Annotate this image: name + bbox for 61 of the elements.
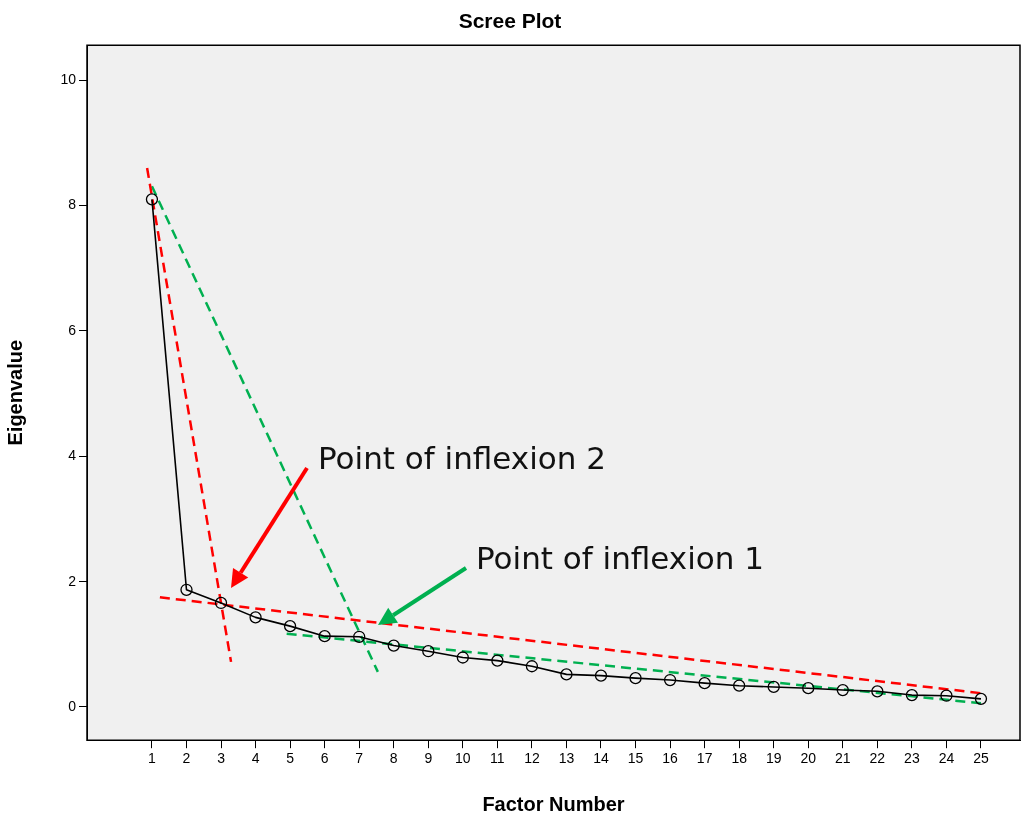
point [836, 683, 849, 697]
y-axis-title: Eigenvalue [3, 339, 26, 446]
x-tick-label: 20 [800, 750, 817, 767]
y-tick-label: 10 [60, 71, 77, 88]
x-axis-title: Factor Number [482, 792, 625, 815]
x-tick-label: 12 [524, 750, 540, 767]
x-tick-label: 13 [558, 750, 575, 767]
x-tick-label: 9 [424, 750, 433, 767]
point [594, 669, 608, 682]
point [353, 630, 366, 643]
annotation: Point of inflexion 2 [318, 440, 607, 477]
x-tick-label: 19 [765, 750, 782, 767]
x-tick-label: 7 [355, 750, 364, 767]
point [698, 677, 711, 690]
point [180, 583, 193, 596]
x-tick-label: 16 [662, 750, 679, 767]
point [491, 654, 504, 667]
point [974, 692, 988, 705]
x-tick-label: 10 [455, 750, 471, 767]
point [871, 685, 884, 698]
x-tick-label: 6 [320, 750, 329, 767]
x-tick-label: 22 [869, 750, 886, 767]
x-tick-label: 17 [696, 750, 713, 767]
x-tick-label: 8 [389, 750, 398, 767]
x-tick-label: 24 [938, 750, 955, 767]
y-tick-label: 4 [68, 447, 77, 464]
annotation: Point of inflexion 1 [476, 540, 765, 577]
x-tick-label: 1 [148, 750, 157, 767]
point [905, 688, 919, 702]
point [560, 668, 573, 681]
point [629, 672, 642, 685]
point [422, 645, 435, 658]
y-tick-label: 2 [68, 572, 77, 589]
point [249, 611, 262, 624]
x-tick-label: 21 [835, 750, 851, 767]
x-tick-label: 2 [182, 750, 191, 767]
point [145, 193, 159, 206]
x-tick-label: 15 [627, 750, 644, 767]
point [318, 630, 331, 643]
x-tick-label: 5 [286, 750, 295, 767]
x-tick-label: 14 [593, 750, 609, 767]
y-tick-label: 0 [68, 697, 77, 714]
point [802, 682, 815, 695]
point [387, 639, 400, 652]
chart-title: Scree Plot [458, 9, 562, 33]
y-tick-label: 6 [68, 321, 77, 338]
point [940, 689, 953, 702]
point [767, 680, 780, 694]
point [663, 673, 677, 687]
point [525, 660, 539, 673]
point [733, 679, 746, 692]
x-tick-label: 23 [904, 750, 920, 767]
point [456, 651, 469, 664]
x-tick-label: 3 [217, 750, 226, 767]
x-tick-label: 11 [490, 750, 505, 767]
y-tick-label: 8 [68, 196, 77, 213]
x-tick-label: 4 [251, 750, 260, 767]
x-tick-label: 18 [731, 750, 748, 767]
point [214, 596, 228, 610]
point [283, 619, 297, 633]
x-tick-label: 25 [973, 750, 989, 767]
